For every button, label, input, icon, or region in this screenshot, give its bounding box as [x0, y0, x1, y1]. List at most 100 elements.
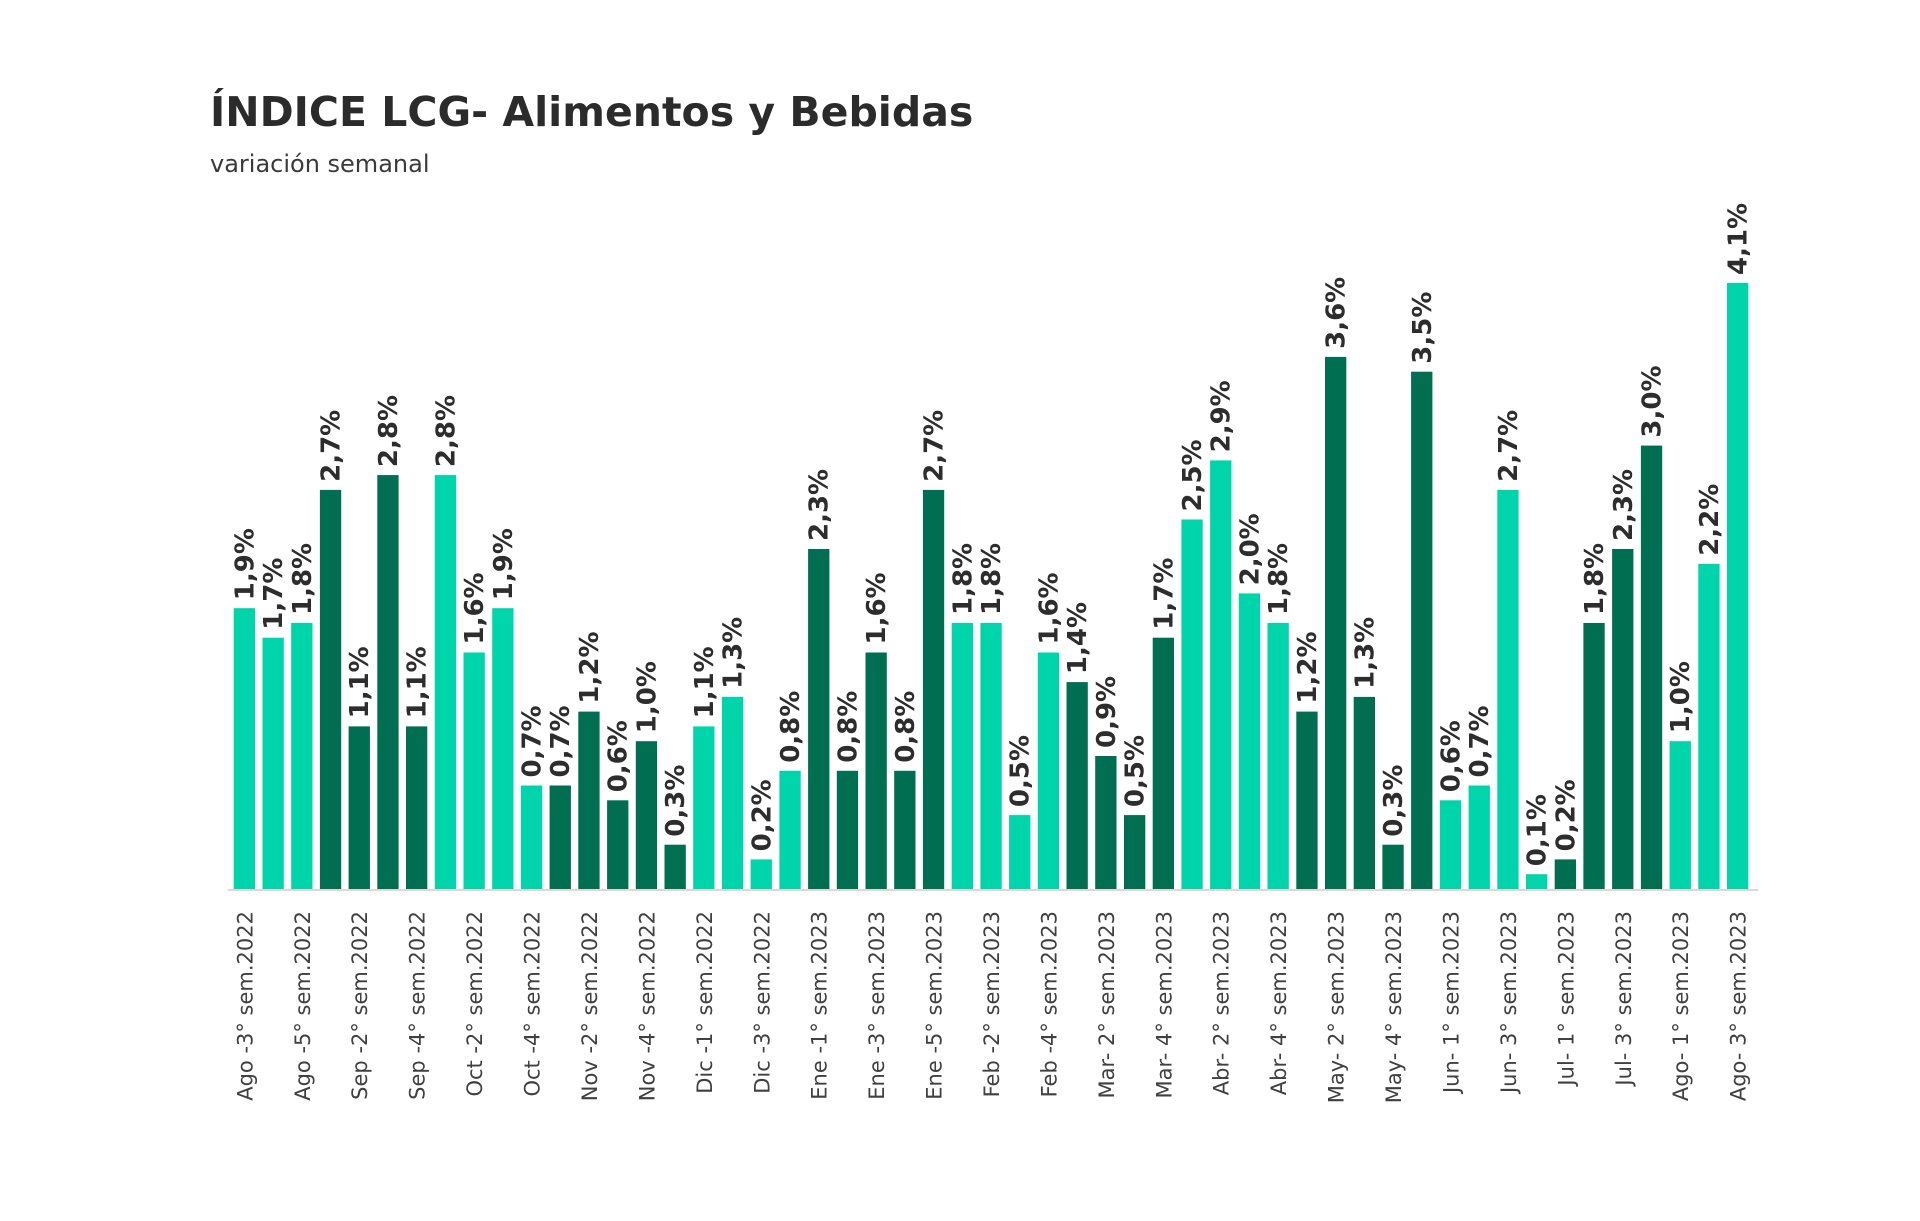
bar [750, 859, 772, 889]
bar [1727, 283, 1749, 889]
data-label: 0,6% [1437, 720, 1467, 792]
bar [1238, 593, 1261, 889]
data-label: 3,6% [1322, 277, 1352, 349]
x-tick-label: Ene -5° sem.2023 [923, 911, 947, 1100]
data-label: 1,9% [230, 528, 260, 600]
bar [492, 608, 514, 889]
x-tick-label: Ago -5° sem.2022 [291, 911, 315, 1101]
data-label: 1,6% [1034, 572, 1064, 644]
data-label: 0,7% [518, 705, 548, 777]
data-label: 2,0% [1236, 513, 1266, 585]
data-label: 1,6% [460, 572, 490, 644]
bar [463, 652, 485, 889]
data-label: 1,9% [489, 528, 519, 600]
data-label: 0,6% [604, 720, 634, 792]
bar [1583, 623, 1605, 889]
data-label: 1,7% [259, 558, 289, 630]
bar [1325, 356, 1347, 889]
data-label: 1,8% [288, 543, 318, 615]
data-label: 2,8% [374, 395, 404, 467]
bar [377, 475, 399, 889]
data-label: 1,3% [719, 617, 749, 689]
bar [922, 489, 945, 889]
bar [319, 489, 342, 889]
bar [1152, 637, 1174, 889]
x-tick-label: Dic -1° sem.2022 [693, 911, 717, 1094]
data-label: 1,2% [1293, 631, 1323, 703]
bar [1612, 549, 1634, 889]
bar [607, 800, 629, 889]
bar [1037, 652, 1060, 889]
data-label: 2,5% [1178, 439, 1208, 511]
chart-subtitle: variación semanal [210, 150, 430, 178]
bar [1210, 460, 1232, 889]
data-label: 0,5% [1121, 735, 1151, 807]
data-label: 0,3% [1379, 765, 1409, 837]
data-label: 0,8% [776, 691, 806, 763]
x-tick-label: Jul- 1° sem.2023 [1554, 911, 1578, 1088]
bar [1698, 563, 1720, 889]
x-tick-label: Abr- 4° sem.2023 [1267, 911, 1291, 1095]
data-label: 1,2% [575, 631, 605, 703]
data-label: 0,7% [546, 705, 576, 777]
bar [578, 711, 600, 889]
data-label: 0,9% [1092, 676, 1122, 748]
x-tick-label: Oct -4° sem.2022 [521, 911, 545, 1097]
data-label: 0,7% [1465, 705, 1495, 777]
x-tick-label: Dic -3° sem.2022 [750, 911, 774, 1094]
bar [836, 770, 859, 889]
data-label: 0,8% [891, 691, 921, 763]
data-labels-group: 1,9%1,7%1,8%2,7%1,1%2,8%1,1%2,8%1,6%1,9%… [230, 203, 1753, 866]
data-label: 1,8% [977, 543, 1007, 615]
bar [1353, 696, 1375, 889]
bar [664, 844, 686, 889]
x-tick-label: Nov -4° sem.2022 [635, 911, 659, 1101]
bar [233, 608, 255, 889]
bar [1066, 682, 1088, 889]
data-label: 1,0% [632, 661, 662, 733]
x-tick-label: Mar- 4° sem.2023 [1152, 911, 1176, 1099]
x-tick-label: Ene -3° sem.2023 [865, 911, 889, 1100]
bar [980, 623, 1002, 889]
x-tick-label: Jun- 3° sem.2023 [1497, 911, 1521, 1095]
bar [434, 475, 457, 889]
bar [808, 549, 830, 889]
x-tick-label: May- 2° sem.2023 [1325, 911, 1349, 1103]
x-tick-label: May- 4° sem.2023 [1382, 911, 1406, 1103]
bar [1009, 815, 1031, 889]
bar [406, 726, 428, 889]
x-tick-label: Ago- 3° sem.2023 [1727, 911, 1751, 1101]
data-label: 2,3% [1609, 469, 1639, 541]
data-label: 4,1% [1724, 203, 1754, 275]
data-label: 2,2% [1695, 484, 1725, 556]
x-tick-label: Abr- 2° sem.2023 [1210, 911, 1234, 1095]
x-tick-label: Feb -4° sem.2023 [1037, 911, 1061, 1097]
chart-title: ÍNDICE LCG- Alimentos y Bebidas [210, 88, 974, 136]
data-label: 1,4% [1063, 602, 1093, 674]
data-label: 0,5% [1006, 735, 1036, 807]
data-label: 0,1% [1523, 794, 1553, 866]
x-tick-label: Jul- 3° sem.2023 [1612, 911, 1636, 1088]
bar [1267, 623, 1289, 889]
x-tick-label: Oct -2° sem.2022 [463, 911, 487, 1097]
x-tick-label: Ago- 1° sem.2023 [1669, 911, 1693, 1101]
x-tick-label: Nov -2° sem.2022 [578, 911, 602, 1101]
data-label: 1,3% [1350, 617, 1380, 689]
bar [549, 785, 571, 889]
data-label: 1,8% [1264, 543, 1294, 615]
bar [348, 726, 370, 889]
x-tick-label: Ago -3° sem.2022 [233, 911, 257, 1101]
data-label: 1,0% [1666, 661, 1696, 733]
data-label: 0,8% [833, 691, 863, 763]
x-tick-label: Sep -4° sem.2022 [406, 911, 430, 1100]
data-label: 1,1% [345, 646, 375, 718]
bar [1497, 489, 1519, 889]
data-label: 1,8% [948, 543, 978, 615]
bar [520, 785, 543, 889]
x-tick-labels-group: Ago -3° sem.2022 Ago -5° sem.2022 Sep -2° … [233, 911, 1750, 1103]
bar [1095, 756, 1117, 889]
x-tick-label: Jun- 1° sem.2023 [1440, 911, 1464, 1095]
x-tick-label: Feb -2° sem.2023 [980, 911, 1004, 1097]
bar [779, 770, 801, 889]
